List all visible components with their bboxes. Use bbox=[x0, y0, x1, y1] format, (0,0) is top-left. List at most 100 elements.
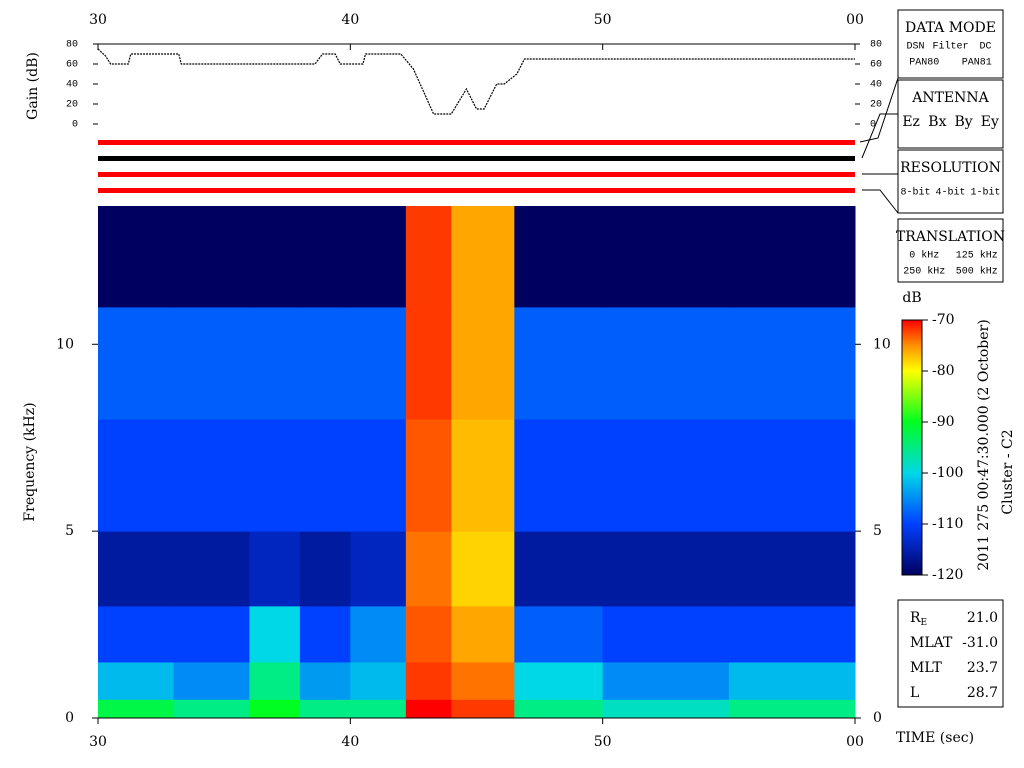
spectrogram-cell bbox=[350, 661, 407, 700]
spectrogram-cell bbox=[173, 206, 250, 308]
panel-item: 0 kHz bbox=[909, 250, 939, 262]
status-bar bbox=[98, 156, 855, 161]
spectrogram-cell bbox=[98, 306, 175, 420]
info-label: MLAT bbox=[910, 635, 953, 651]
panel-item: Ez bbox=[902, 114, 920, 130]
colorbar-tick-label: -70 bbox=[932, 312, 955, 328]
spectrogram-cell bbox=[405, 306, 452, 420]
spectrogram-cell bbox=[451, 605, 515, 663]
spectrogram-cell bbox=[173, 531, 250, 607]
spectrogram-cell bbox=[350, 605, 407, 663]
x-tick-label: 30 bbox=[89, 12, 107, 28]
panel-title: TRANSLATION bbox=[896, 229, 1005, 245]
spectrogram-cell bbox=[299, 699, 351, 719]
spectrogram-cell bbox=[350, 306, 407, 420]
spectrogram-cell bbox=[249, 206, 301, 308]
y-tick-label: 0 bbox=[65, 710, 74, 726]
panel-item: 125 kHz bbox=[956, 250, 998, 262]
spectrogram-cell bbox=[249, 699, 301, 719]
spectrogram-cell bbox=[728, 699, 856, 719]
info-label: L bbox=[910, 685, 919, 701]
x-tick-label: 00 bbox=[846, 734, 864, 750]
panel-item: 1-bit bbox=[970, 187, 1000, 199]
y-tick-label: 20 bbox=[66, 100, 78, 111]
status-bar bbox=[98, 172, 855, 177]
freq-y-label: Frequency (kHz) bbox=[22, 402, 38, 521]
info-label: MLT bbox=[910, 660, 942, 676]
y-tick-label: 10 bbox=[56, 336, 74, 352]
colorbar-tick-label: -90 bbox=[932, 414, 955, 430]
spectrogram-cell bbox=[451, 661, 515, 700]
spectrogram-cell bbox=[98, 206, 175, 308]
panel-item: 8-bit bbox=[900, 187, 930, 199]
spectrogram-cell bbox=[173, 699, 250, 719]
spectrogram-cell bbox=[451, 699, 515, 719]
spectrogram-cell bbox=[514, 531, 604, 607]
spectrogram-cell bbox=[728, 661, 856, 700]
spectrogram-cell bbox=[405, 699, 452, 719]
colorbar-tick-label: -120 bbox=[932, 567, 963, 583]
spectrogram-cell bbox=[98, 699, 175, 719]
x-label: TIME (sec) bbox=[896, 730, 974, 746]
spectrogram-cell bbox=[299, 306, 351, 420]
panel-item: PAN80 bbox=[909, 58, 939, 69]
spectrogram-cell bbox=[602, 531, 730, 607]
status-bar bbox=[98, 188, 855, 193]
colorbar bbox=[901, 319, 923, 576]
spectrogram-cell bbox=[299, 605, 351, 663]
spectrogram-cell bbox=[405, 206, 452, 308]
spectrogram-cell bbox=[405, 531, 452, 607]
spectrogram-cell bbox=[405, 419, 452, 532]
spectrogram-cell bbox=[728, 531, 856, 607]
spectrogram-cell bbox=[249, 605, 301, 663]
spectrogram-cell bbox=[602, 206, 730, 308]
panel-item: 4-bit bbox=[935, 187, 965, 199]
panel-box bbox=[897, 149, 1004, 214]
spectrogram-cell bbox=[514, 605, 604, 663]
panel-box bbox=[897, 218, 1004, 283]
spectrogram-cell bbox=[173, 419, 250, 532]
spectrogram-cell bbox=[405, 661, 452, 700]
status-bars bbox=[98, 140, 855, 193]
connectors bbox=[859, 77, 899, 214]
colorbar-tick-label: -100 bbox=[932, 465, 963, 481]
spectrogram-cell bbox=[451, 531, 515, 607]
spectrogram-cell bbox=[350, 531, 407, 607]
spectrogram-cell bbox=[728, 605, 856, 663]
spectrogram-cell bbox=[299, 419, 351, 532]
spectrogram-cell bbox=[602, 661, 730, 700]
panel-item: Bx bbox=[928, 114, 946, 130]
panel-box bbox=[897, 79, 1004, 149]
spectrogram-cell bbox=[249, 661, 301, 700]
y-tick-label: 10 bbox=[873, 336, 891, 352]
spectrogram-cell bbox=[451, 306, 515, 420]
spectrogram-cell bbox=[249, 531, 301, 607]
x-tick-label: 30 bbox=[89, 734, 107, 750]
spectrogram-cell bbox=[98, 661, 175, 700]
y-tick-label: 40 bbox=[870, 80, 882, 91]
spectrogram-cell bbox=[299, 206, 351, 308]
panel-item: DSN bbox=[906, 42, 924, 53]
spectrogram-cell bbox=[514, 419, 604, 532]
spectrogram-cell bbox=[173, 605, 250, 663]
connector bbox=[862, 189, 899, 214]
y-tick-label: 60 bbox=[870, 60, 882, 71]
spectrogram-cell bbox=[514, 306, 604, 420]
panel-title: DATA MODE bbox=[905, 20, 996, 36]
colorbar-label: dB bbox=[902, 290, 921, 306]
gain-line bbox=[97, 48, 855, 115]
connector bbox=[859, 77, 899, 143]
spectrogram-cell bbox=[249, 306, 301, 420]
panel-item: 500 kHz bbox=[956, 266, 998, 278]
y-tick-label: 80 bbox=[66, 40, 78, 51]
info-value: 21.0 bbox=[967, 610, 998, 626]
panel-box bbox=[897, 9, 1004, 79]
y-tick-label: 5 bbox=[65, 523, 74, 539]
spectrogram-cell bbox=[451, 206, 515, 308]
status-bar bbox=[98, 140, 855, 145]
spectrogram-cell bbox=[405, 605, 452, 663]
colorbar-tick-label: -110 bbox=[932, 516, 963, 532]
spectrogram-cell bbox=[299, 661, 351, 700]
